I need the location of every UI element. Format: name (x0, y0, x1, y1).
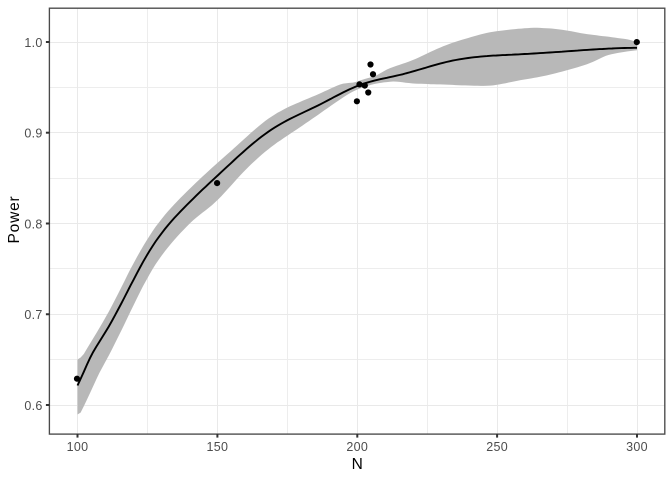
svg-text:0.6: 0.6 (24, 399, 42, 413)
svg-text:0.8: 0.8 (24, 217, 42, 231)
svg-text:Power: Power (6, 196, 23, 244)
svg-text:N: N (352, 456, 363, 473)
svg-text:0.9: 0.9 (24, 127, 42, 141)
svg-text:250: 250 (486, 440, 508, 454)
svg-text:200: 200 (346, 440, 368, 454)
svg-text:300: 300 (626, 440, 648, 454)
svg-text:0.7: 0.7 (24, 308, 42, 322)
svg-text:1.0: 1.0 (24, 36, 42, 50)
svg-text:150: 150 (207, 440, 229, 454)
svg-text:100: 100 (67, 440, 89, 454)
